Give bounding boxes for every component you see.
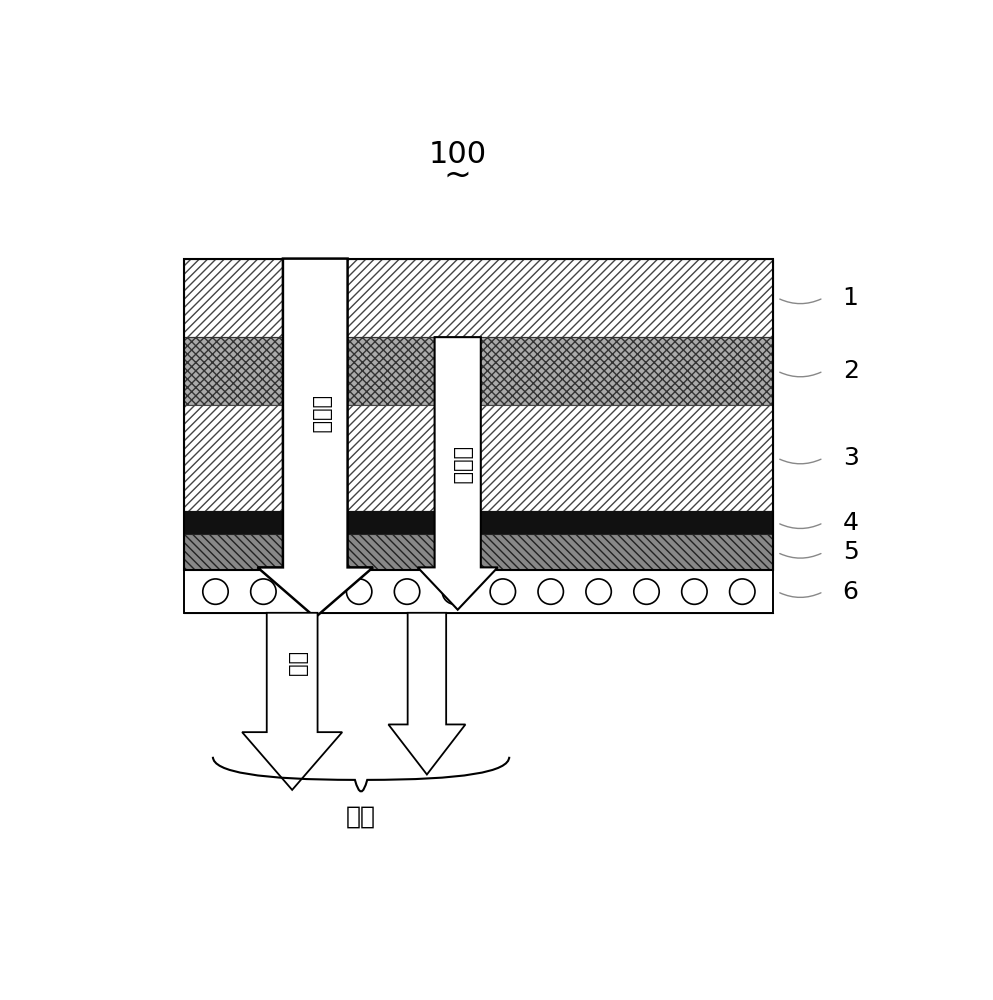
Polygon shape [242, 613, 343, 790]
Text: 4: 4 [843, 511, 859, 535]
Bar [185, 534, 774, 570]
Text: 3: 3 [843, 446, 859, 470]
Text: 光绿红: 光绿红 [312, 396, 332, 434]
Polygon shape [257, 259, 373, 617]
Text: 6: 6 [843, 580, 859, 604]
Text: 光绿红: 光绿红 [453, 447, 473, 484]
Text: ~: ~ [444, 159, 472, 192]
Bar [185, 405, 774, 511]
Polygon shape [418, 337, 497, 610]
Text: 光蓝: 光蓝 [287, 652, 307, 677]
Bar [185, 337, 774, 405]
Polygon shape [388, 613, 466, 774]
Bar [185, 259, 774, 570]
Bar [185, 570, 774, 613]
Text: 白光: 白光 [347, 805, 376, 829]
Text: 100: 100 [429, 140, 487, 169]
Bar [185, 511, 774, 534]
Text: 2: 2 [843, 359, 859, 383]
Text: 5: 5 [843, 540, 859, 564]
Text: 1: 1 [843, 286, 859, 310]
Bar [185, 570, 774, 613]
Bar [185, 259, 774, 337]
